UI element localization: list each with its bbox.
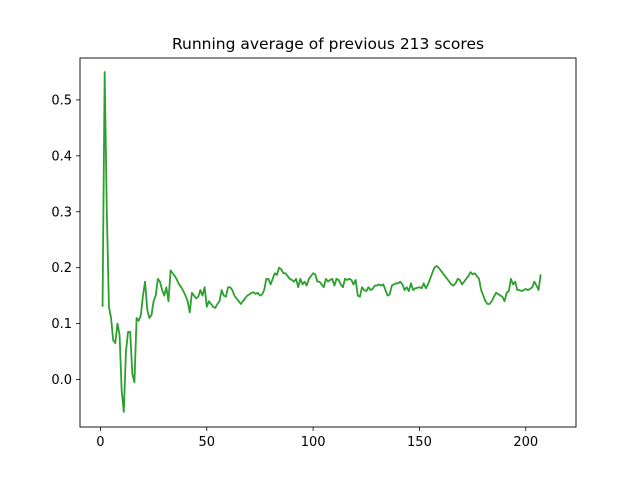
y-tick-label: 0.5: [51, 93, 72, 108]
x-tick-label: 0: [96, 435, 104, 450]
y-tick-label: 0.1: [51, 317, 72, 332]
axes-frame: [79, 57, 577, 428]
y-tick-label: 0.2: [51, 261, 72, 276]
x-tick-label: 150: [407, 435, 432, 450]
x-tick-label: 50: [198, 435, 215, 450]
y-tick-label: 0.3: [51, 205, 72, 220]
x-tick-label: 200: [513, 435, 538, 450]
x-tick-label: 100: [301, 435, 326, 450]
series-line: [101, 71, 542, 413]
chart-title: Running average of previous 213 scores: [172, 35, 484, 53]
y-tick-label: 0.0: [51, 373, 72, 388]
y-tick-label: 0.4: [51, 149, 72, 164]
